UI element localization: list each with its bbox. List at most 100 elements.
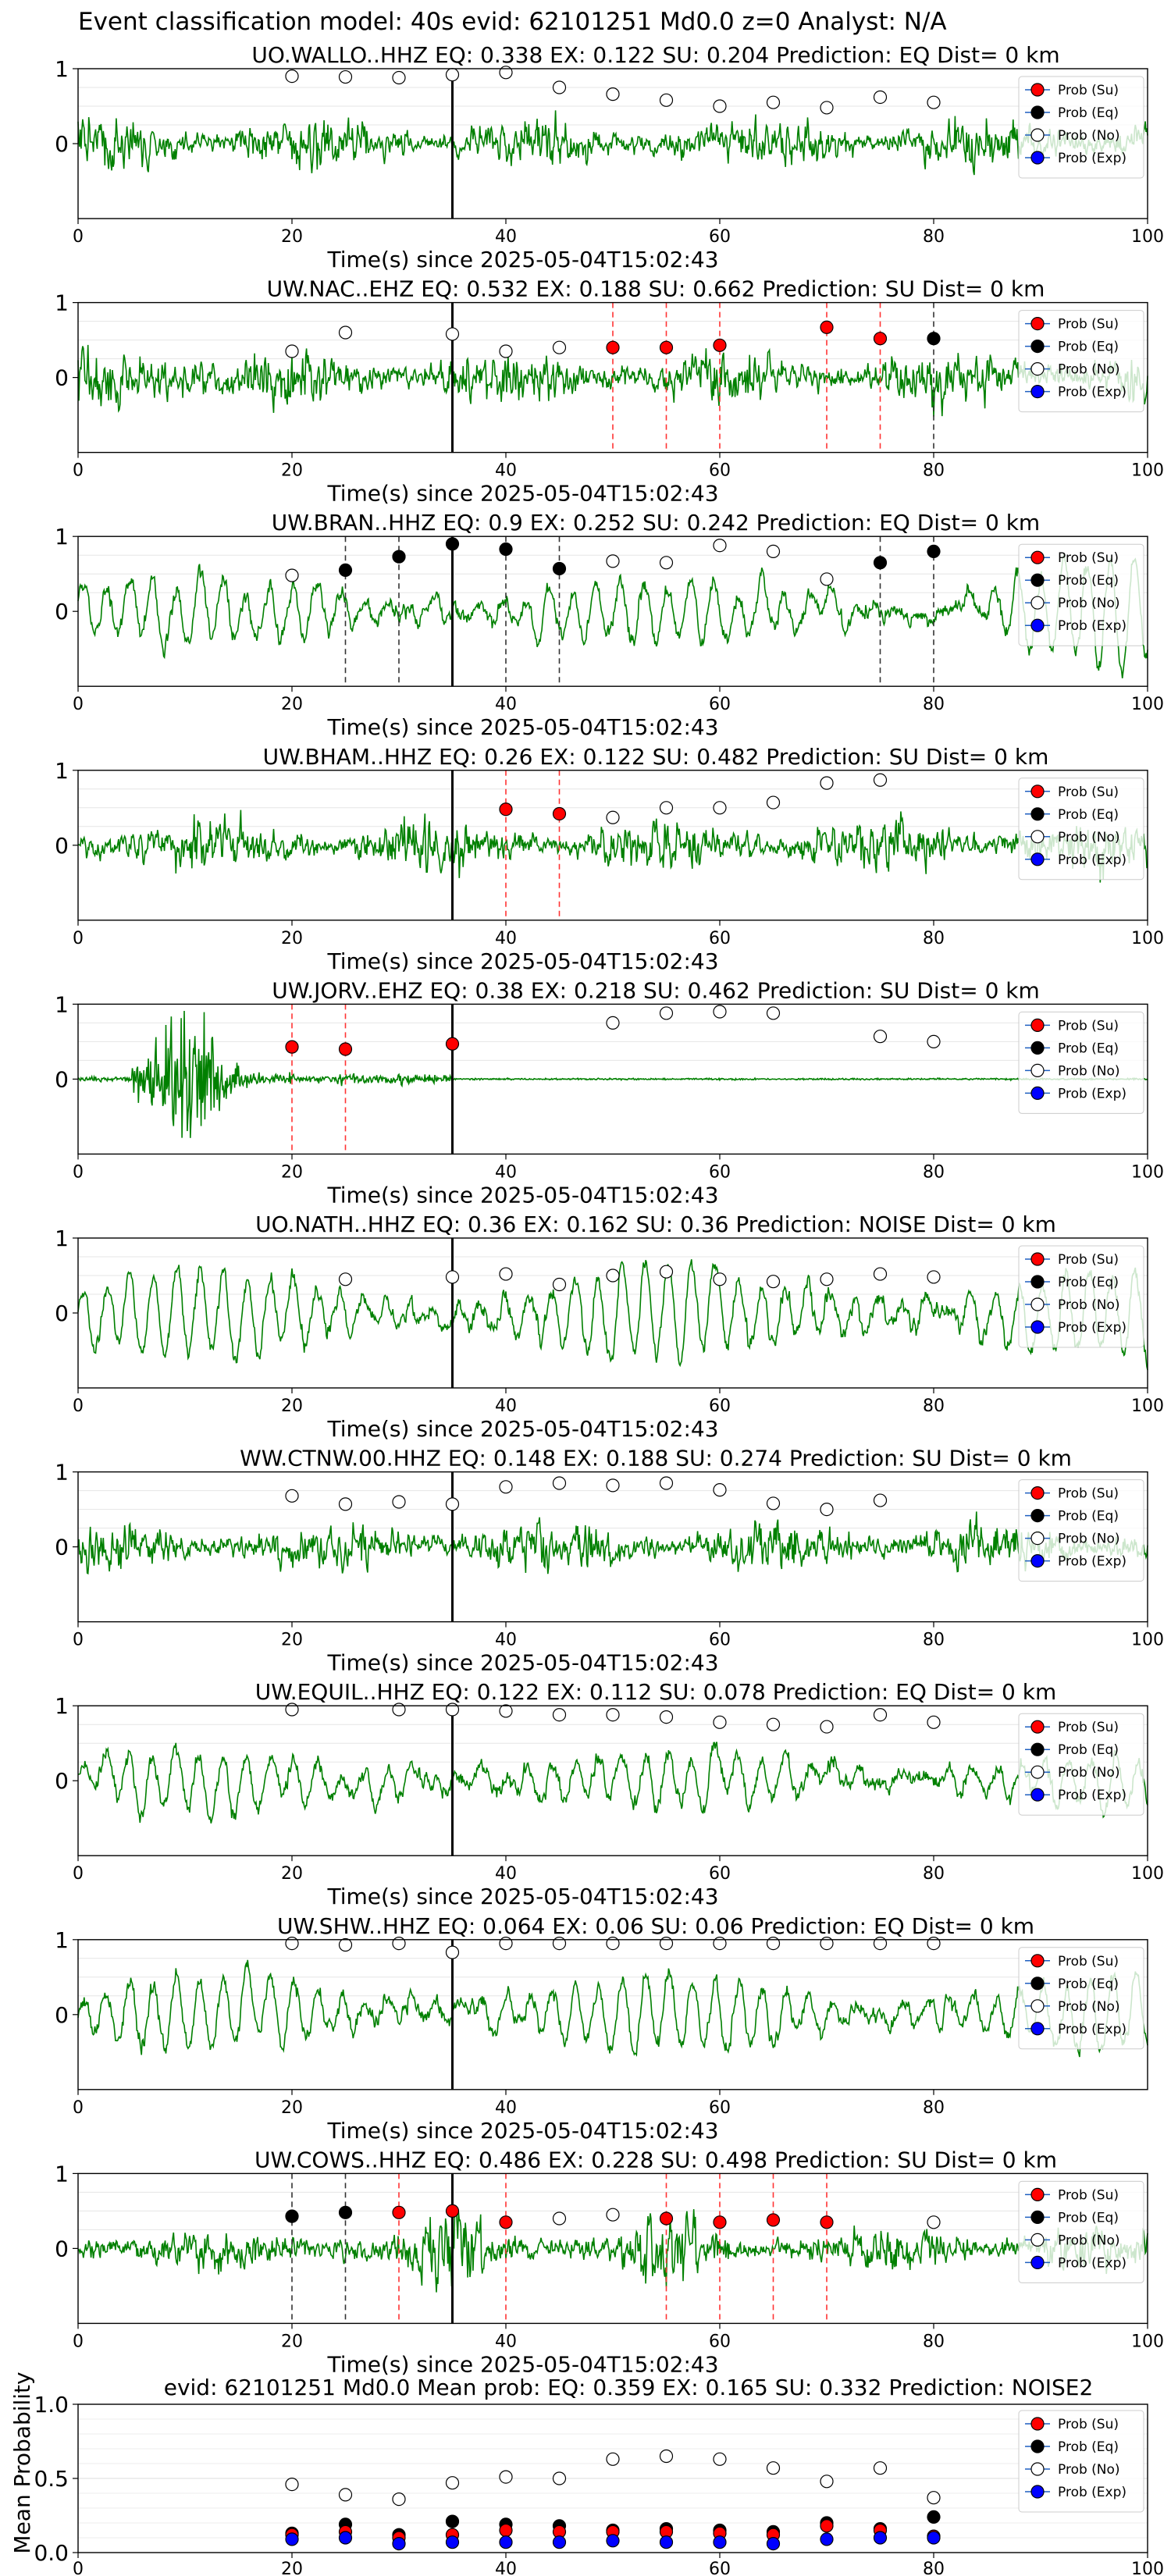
x-tick-label: 40: [495, 1864, 517, 1884]
prob-no-point: [766, 1496, 781, 1510]
x-tick-label: 60: [709, 1864, 731, 1884]
mean-point: [338, 2531, 353, 2545]
x-tick-label: 60: [709, 929, 731, 948]
x-tick-label: 0: [73, 227, 84, 247]
prob-no-point: [499, 1937, 513, 1951]
prob-no-point: [338, 1497, 353, 1511]
station-panel: Prob (Su) Prob (Eq) Prob (No) Prob (Exp) 0 20…: [55, 1212, 1164, 1442]
panel-title: evid: 62101251 Md0.0 Mean prob: EQ: 0.35…: [164, 2375, 1094, 2400]
legend-marker: [1030, 1976, 1045, 1991]
prob-no-point: [606, 554, 620, 568]
legend-marker: [1030, 2210, 1045, 2224]
x-tick-label: 40: [495, 1631, 517, 1650]
x-tick-label: 80: [923, 1631, 945, 1650]
station-panel: Prob (Su) Prob (Eq) Prob (No) Prob (Exp) 0 20…: [55, 1913, 1148, 2144]
legend-frame: [1018, 2410, 1144, 2513]
legend-label: Prob (No): [1058, 128, 1120, 144]
prob-no-point: [659, 1937, 674, 1951]
prob-eq-point: [927, 332, 941, 346]
legend-label: Prob (Eq): [1058, 2210, 1119, 2226]
prob-no-point: [552, 1277, 567, 1292]
legend-label: Prob (Exp): [1058, 151, 1127, 166]
prob-su-point: [606, 340, 620, 354]
mean-point: [392, 2492, 406, 2507]
waveform-line: [77, 1959, 1148, 2058]
x-axis-label: Time(s) since 2025-05-04T15:02:43: [326, 481, 718, 507]
x-tick-label: 100: [1131, 227, 1164, 247]
x-tick-label: 20: [281, 1162, 303, 1182]
y-tick-label: 0: [55, 131, 69, 157]
mean-point: [285, 2478, 299, 2492]
prob-no-point: [499, 66, 513, 80]
y-tick-label: 0: [55, 365, 69, 391]
x-tick-label: 60: [709, 695, 731, 714]
prob-no-point: [659, 93, 674, 107]
x-tick-label: 0: [73, 2560, 84, 2576]
prob-eq-point: [392, 550, 406, 564]
prob-no-point: [445, 1497, 460, 1511]
mean-point: [713, 2535, 727, 2549]
x-axis-label: Time(s) since 2025-05-04T15:02:43: [326, 2351, 718, 2377]
prob-no-point: [766, 95, 781, 109]
legend-label: Prob (Eq): [1058, 807, 1119, 823]
prob-no-point: [713, 1272, 727, 1286]
x-tick-label: 40: [495, 695, 517, 714]
prob-no-point: [873, 1493, 888, 1507]
x-tick-label: 40: [495, 2332, 517, 2351]
legend-label: Prob (Exp): [1058, 1554, 1127, 1570]
prob-no-point: [606, 1268, 620, 1283]
prob-no-point: [927, 1270, 941, 1284]
legend-label: Prob (Su): [1058, 1720, 1119, 1735]
prob-no-point: [766, 1275, 781, 1289]
prob-no-point: [713, 1005, 727, 1019]
legend: Prob (Su) Prob (Eq) Prob (No) Prob (Exp): [1018, 2410, 1144, 2513]
legend-marker: [1030, 785, 1045, 799]
station-panel: Prob (Su) Prob (Eq) Prob (No) Prob (Exp) 0 20…: [55, 1446, 1164, 1676]
prob-eq-point: [499, 542, 513, 557]
prob-su-point: [499, 2215, 513, 2229]
x-tick-label: 40: [495, 1397, 517, 1416]
legend-marker: [1030, 550, 1045, 564]
prob-su-point: [285, 1040, 299, 1054]
prob-no-point: [285, 568, 299, 582]
legend-label: Prob (Exp): [1058, 852, 1127, 868]
y-tick-label: 0: [55, 1768, 69, 1794]
legend-marker: [1030, 1553, 1045, 1568]
y-tick-label: 1: [55, 758, 69, 784]
x-tick-label: 100: [1131, 1631, 1164, 1650]
prob-no-point: [285, 344, 299, 358]
panel-title: UW.BHAM..HHZ EQ: 0.26 EX: 0.122 SU: 0.48…: [263, 744, 1049, 770]
legend-marker: [1030, 807, 1045, 821]
legend-marker: [1030, 1999, 1045, 2013]
prob-no-point: [552, 1708, 567, 1722]
prob-no-point: [338, 1272, 353, 1286]
legend-label: Prob (Su): [1058, 1486, 1119, 1502]
legend-marker: [1030, 1252, 1045, 1266]
legend-label: Prob (Eq): [1058, 2439, 1119, 2455]
prob-no-point: [338, 69, 353, 84]
legend-label: Prob (Exp): [1058, 1788, 1127, 1803]
panel-title: UW.BRAN..HHZ EQ: 0.9 EX: 0.252 SU: 0.242…: [272, 510, 1040, 535]
prob-no-point: [873, 773, 888, 787]
legend-label: Prob (Exp): [1058, 2485, 1127, 2500]
legend-label: Prob (No): [1058, 1999, 1120, 2015]
legend-marker: [1030, 2187, 1045, 2201]
legend-frame: [1018, 1947, 1144, 2050]
legend-label: Prob (Su): [1058, 1018, 1119, 1034]
y-tick-label: 1: [55, 1693, 69, 1719]
prob-su-point: [713, 2215, 727, 2229]
legend-label: Prob (Exp): [1058, 385, 1127, 400]
legend-label: Prob (No): [1058, 1063, 1120, 1079]
prob-no-point: [713, 1937, 727, 1951]
mean-point: [873, 2461, 888, 2475]
legend-frame: [1018, 1011, 1144, 1114]
prob-no-point: [606, 810, 620, 824]
legend-marker: [1030, 1063, 1045, 1078]
prob-no-point: [606, 1478, 620, 1493]
prob-no-point: [499, 1267, 513, 1281]
prob-no-point: [445, 1703, 460, 1717]
prob-no-point: [552, 2211, 567, 2226]
prob-no-point: [285, 1937, 299, 1951]
waveform-line: [77, 553, 1148, 678]
